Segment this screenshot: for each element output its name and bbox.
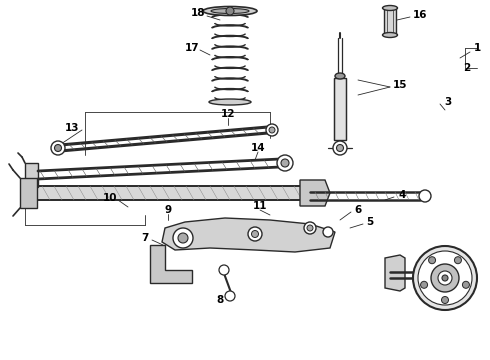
Circle shape — [219, 265, 229, 275]
Text: 16: 16 — [413, 10, 427, 20]
Circle shape — [269, 127, 275, 133]
Text: 4: 4 — [398, 190, 406, 200]
Ellipse shape — [209, 99, 251, 105]
Polygon shape — [25, 186, 310, 200]
Ellipse shape — [335, 73, 345, 79]
Circle shape — [419, 190, 431, 202]
Polygon shape — [162, 218, 335, 252]
Ellipse shape — [383, 5, 397, 10]
Text: 18: 18 — [191, 8, 205, 18]
Circle shape — [304, 222, 316, 234]
Circle shape — [225, 291, 235, 301]
Circle shape — [463, 281, 469, 288]
Text: 3: 3 — [444, 97, 452, 107]
Circle shape — [248, 227, 262, 241]
Circle shape — [442, 275, 448, 281]
Polygon shape — [20, 178, 37, 208]
Circle shape — [420, 281, 428, 288]
Polygon shape — [300, 180, 330, 206]
Text: 15: 15 — [393, 80, 407, 90]
Circle shape — [266, 124, 278, 136]
Text: 6: 6 — [354, 205, 362, 215]
Text: 14: 14 — [251, 143, 265, 153]
Circle shape — [281, 159, 289, 167]
Circle shape — [333, 141, 347, 155]
Polygon shape — [150, 245, 192, 283]
Circle shape — [251, 230, 259, 238]
Polygon shape — [334, 78, 346, 140]
Ellipse shape — [203, 6, 257, 15]
Text: 8: 8 — [217, 295, 223, 305]
Circle shape — [418, 251, 472, 305]
Text: 12: 12 — [221, 109, 235, 119]
Circle shape — [178, 233, 188, 243]
Circle shape — [226, 7, 234, 15]
Circle shape — [323, 227, 333, 237]
Text: 7: 7 — [141, 233, 148, 243]
Polygon shape — [385, 255, 405, 291]
Circle shape — [438, 271, 452, 285]
Circle shape — [413, 246, 477, 310]
Circle shape — [173, 228, 193, 248]
Circle shape — [51, 141, 65, 155]
Circle shape — [441, 297, 448, 303]
Circle shape — [307, 225, 313, 231]
Circle shape — [454, 257, 462, 264]
Text: 10: 10 — [103, 193, 117, 203]
Text: 17: 17 — [185, 43, 199, 53]
Text: 1: 1 — [473, 43, 481, 53]
Circle shape — [54, 144, 62, 152]
Circle shape — [429, 257, 436, 264]
Circle shape — [277, 155, 293, 171]
Text: 13: 13 — [65, 123, 79, 133]
Text: 5: 5 — [367, 217, 373, 227]
Text: 2: 2 — [464, 63, 470, 73]
Circle shape — [431, 264, 459, 292]
Text: 11: 11 — [253, 201, 267, 211]
Text: 9: 9 — [165, 205, 172, 215]
Circle shape — [337, 144, 343, 152]
Ellipse shape — [383, 32, 397, 37]
Polygon shape — [25, 163, 38, 187]
Ellipse shape — [211, 9, 249, 14]
Polygon shape — [384, 8, 396, 35]
